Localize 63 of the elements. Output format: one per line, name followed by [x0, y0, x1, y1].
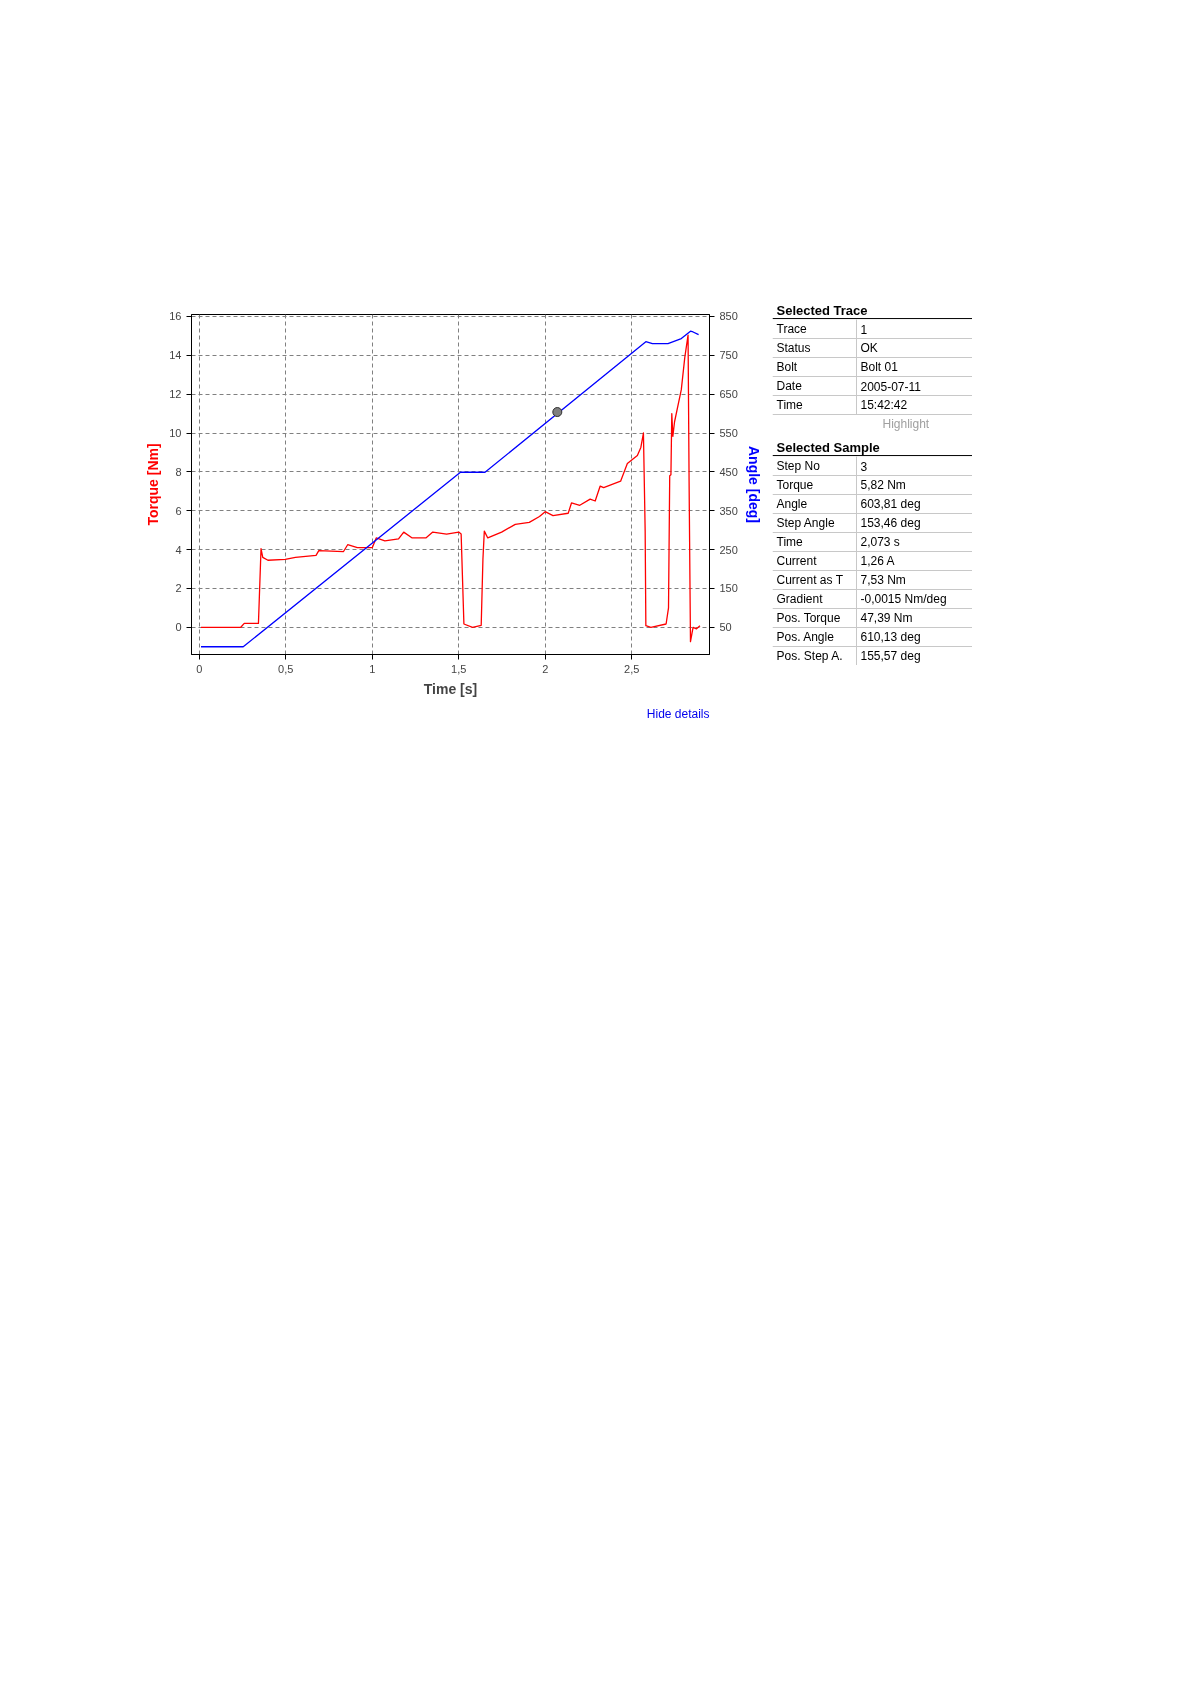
- text: 7,53 Nm: [860, 573, 906, 587]
- x-tick-label: 1,5: [451, 662, 467, 675]
- y-tick-label: 14: [169, 349, 182, 362]
- text: Bolt 01: [860, 360, 898, 374]
- text: 47,39 Nm: [860, 611, 913, 625]
- text: 1,26 A: [860, 554, 895, 568]
- category-label: Pos. Angle: [776, 630, 835, 644]
- y-tick-label: 6: [175, 504, 182, 517]
- text: Hide details: [646, 706, 710, 721]
- text: 1: [860, 322, 868, 337]
- y2-tick-label: 250: [719, 543, 738, 556]
- category-label: Trace: [776, 322, 808, 336]
- y-tick-label: 0: [175, 621, 182, 634]
- category-label: Gradient: [776, 592, 824, 606]
- text: Selected Trace: [776, 302, 868, 318]
- text: 2005-07-11: [860, 379, 921, 394]
- category-label: Angle: [776, 497, 808, 511]
- y-axis-title: Torque [Nm]: [145, 443, 162, 526]
- y-tick-label: 16: [169, 310, 182, 323]
- category-label: Step No: [776, 459, 821, 473]
- y-tick-label: 10: [169, 427, 182, 440]
- category-label: Step Angle: [776, 516, 835, 530]
- text: 5,82 Nm: [860, 478, 906, 492]
- text: 155,57 deg: [860, 649, 921, 663]
- category-label: Current: [776, 554, 818, 568]
- y2-tick-label: 350: [719, 504, 738, 517]
- x-tick-label: 2,5: [624, 662, 640, 675]
- x-tick-label: 0,5: [278, 662, 294, 675]
- x-axis-title: Time [s]: [423, 680, 478, 697]
- category-label: Status: [776, 341, 811, 355]
- y-tick-label: 8: [175, 465, 182, 478]
- y2-tick-label: 450: [719, 465, 738, 478]
- category-label: Bolt: [776, 360, 798, 374]
- x-tick-label: 1: [369, 662, 376, 675]
- text: -0,0015 Nm/deg: [860, 592, 947, 606]
- category-label: Current as T: [776, 573, 844, 587]
- y-tick-label: 4: [175, 543, 182, 556]
- text: 603,81 deg: [860, 497, 921, 511]
- text: 610,13 deg: [860, 630, 921, 644]
- y2-tick-label: 50: [719, 621, 732, 634]
- y2-tick-label: 750: [719, 349, 738, 362]
- text: Selected Sample: [776, 439, 880, 455]
- category-label: Time: [776, 535, 804, 549]
- category-label: Pos. Torque: [776, 611, 841, 625]
- y2-tick-label: 850: [719, 310, 738, 323]
- category-label: Torque: [776, 478, 814, 492]
- y2-tick-label: 550: [719, 427, 738, 440]
- category-label: Date: [776, 379, 803, 393]
- category-label: Pos. Step A.: [776, 649, 843, 663]
- text: 15:42:42: [860, 398, 908, 412]
- category-label: Time: [776, 398, 804, 412]
- x-tick-label: 2: [542, 662, 549, 675]
- y-tick-label: 2: [175, 582, 182, 595]
- y2-axis-title: Angle [deg]: [745, 446, 762, 523]
- y-tick-label: 12: [169, 388, 182, 401]
- text: 2,073 s: [860, 535, 900, 549]
- text: OK: [860, 341, 878, 355]
- text: 3: [860, 459, 868, 474]
- y2-tick-label: 650: [719, 388, 738, 401]
- x-tick-label: 0: [196, 662, 203, 675]
- text: Highlight: [882, 417, 930, 431]
- y2-tick-label: 150: [719, 582, 738, 595]
- text: 153,46 deg: [860, 516, 921, 530]
